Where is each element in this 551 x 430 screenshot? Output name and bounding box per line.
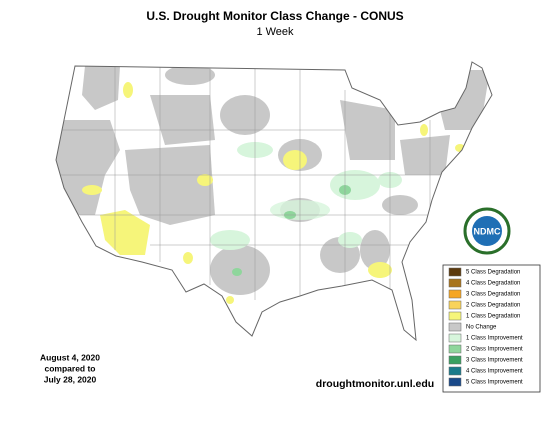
degradation-areas xyxy=(82,82,465,304)
title: U.S. Drought Monitor Class Change - CONU… xyxy=(146,9,403,23)
legend-label: 1 Class Degradation xyxy=(466,314,520,320)
legend-swatch xyxy=(448,355,462,365)
legend-swatch xyxy=(448,322,462,332)
legend-label: 5 Class Degradation xyxy=(466,270,520,276)
legend-swatch xyxy=(448,311,462,321)
date-previous: July 28, 2020 xyxy=(44,374,97,384)
legend-swatch xyxy=(448,289,462,299)
legend-swatch xyxy=(448,278,462,288)
legend-swatch xyxy=(448,377,462,387)
legend-swatch xyxy=(448,344,462,354)
legend-label: 4 Class Degradation xyxy=(466,281,520,287)
logo-text: NDMC xyxy=(474,226,501,236)
legend-label: 3 Class Improvement xyxy=(466,358,523,364)
date-compare: compared to xyxy=(44,363,95,373)
legend-swatch xyxy=(448,267,462,277)
legend-label: 4 Class Improvement xyxy=(466,369,523,375)
source-url: droughtmonitor.unl.edu xyxy=(316,378,434,390)
legend-label: 2 Class Degradation xyxy=(466,303,520,309)
ndmc-logo: NDMC xyxy=(463,207,511,255)
logo-core xyxy=(472,216,502,246)
date-current: August 4, 2020 xyxy=(40,352,100,362)
legend-label: 3 Class Degradation xyxy=(466,292,520,298)
legend-swatch xyxy=(448,366,462,376)
legend-label: 5 Class Improvement xyxy=(466,380,523,386)
legend-label: 1 Class Improvement xyxy=(466,336,523,342)
legend: 5 Class Degradation 4 Class Degradation 3 … xyxy=(448,267,523,387)
legend-swatch xyxy=(448,300,462,310)
no-change-areas xyxy=(56,65,490,295)
state-borders xyxy=(56,66,440,300)
legend-swatch xyxy=(448,333,462,343)
subtitle: 1 Week xyxy=(256,26,294,38)
legend-label: No Change xyxy=(466,325,497,331)
legend-label: 2 Class Improvement xyxy=(466,347,523,353)
